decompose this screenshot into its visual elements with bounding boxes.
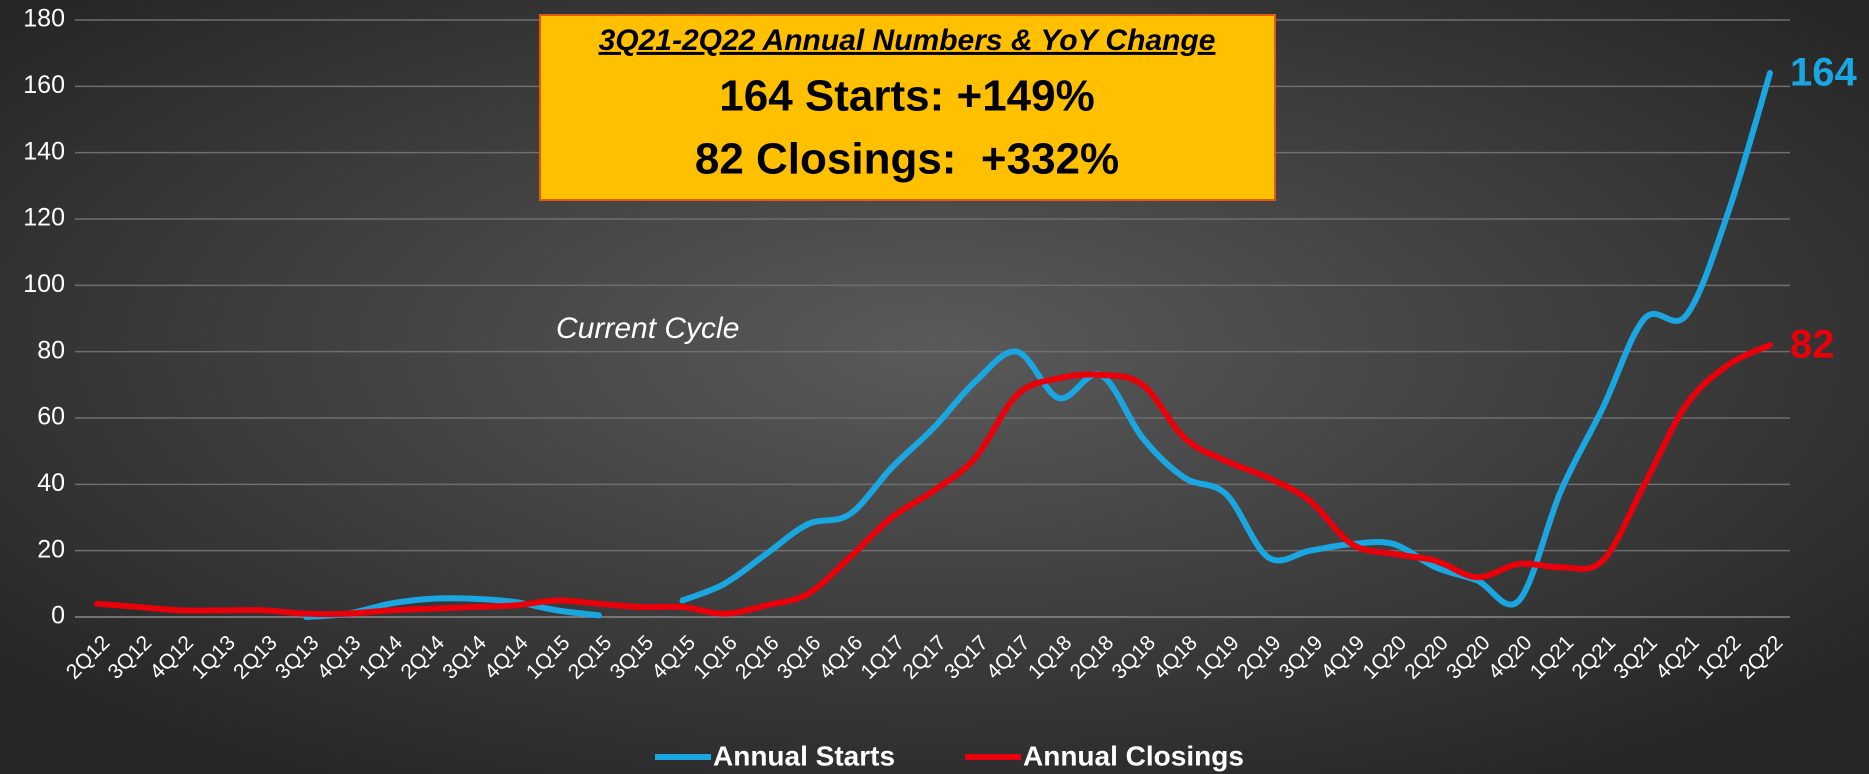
end-label: 164: [1790, 51, 1857, 95]
annotation: Current Cycle: [556, 312, 739, 345]
y-tick-label: 100: [23, 270, 65, 298]
series-line: [94, 342, 1773, 618]
y-tick-label: 180: [23, 5, 65, 33]
y-tick-label: 0: [51, 602, 65, 630]
y-tick-label: 40: [37, 469, 65, 497]
y-tick-label: 120: [23, 204, 65, 232]
y-tick-label: 160: [23, 71, 65, 99]
y-tick-label: 140: [23, 137, 65, 165]
y-tick-label: 20: [37, 535, 65, 563]
legend-label: Annual Starts: [713, 740, 895, 771]
y-tick-label: 80: [37, 336, 65, 364]
callout-line: 82 Closings: +332%: [695, 135, 1119, 184]
plot: [94, 70, 1773, 620]
end-label: 82: [1790, 323, 1835, 367]
legend-label: Annual Closings: [1023, 740, 1244, 771]
series-line: [679, 70, 1773, 608]
callout-title: 3Q21-2Q22 Annual Numbers & YoY Change: [599, 24, 1216, 57]
y-tick-label: 60: [37, 403, 65, 431]
callout-line: 164 Starts: +149%: [719, 72, 1094, 121]
callout-box: [539, 14, 1276, 201]
